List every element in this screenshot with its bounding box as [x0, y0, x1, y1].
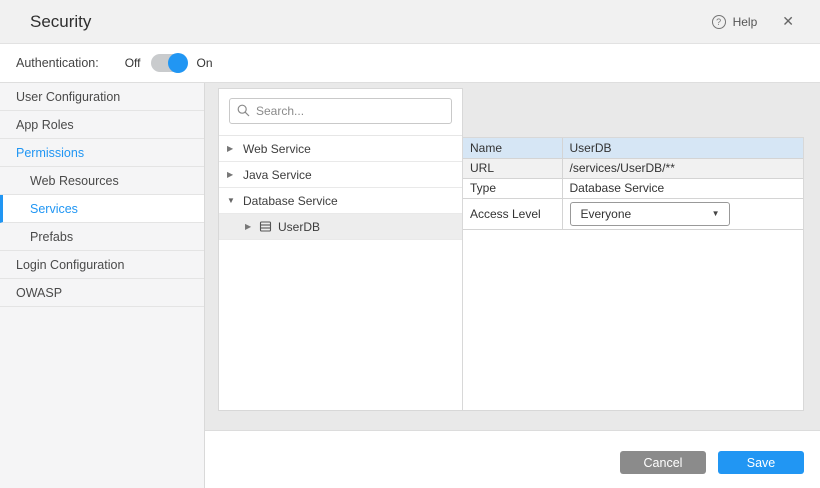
database-icon [259, 221, 272, 232]
sidebar: User Configuration App Roles Permissions… [0, 83, 205, 488]
chevron-down-icon[interactable]: ▼ [227, 196, 235, 205]
content-area: ▶ Web Service ▶ Java Service ▼ Database … [205, 83, 820, 430]
toggle-knob [167, 53, 188, 73]
table-row-type: Type Database Service [463, 177, 803, 199]
row-label: Name [463, 138, 563, 159]
chevron-right-icon[interactable]: ▶ [227, 144, 234, 153]
service-detail-table: Name UserDB URL /services/UserDB/** Type… [463, 138, 803, 230]
save-button[interactable]: Save [718, 451, 804, 474]
row-label: Type [463, 177, 563, 199]
tree-item-database-service[interactable]: ▼ Database Service [219, 188, 462, 214]
help-link[interactable]: Help [732, 14, 758, 29]
toggle-on-label: On [196, 56, 213, 70]
search-input[interactable] [229, 98, 452, 124]
dropdown-caret-icon: ▼ [711, 209, 720, 218]
row-label: URL [463, 157, 563, 179]
sidebar-item-app-roles[interactable]: App Roles [0, 111, 204, 139]
cancel-button[interactable]: Cancel [620, 451, 706, 474]
table-row-url: URL /services/UserDB/** [463, 157, 803, 179]
close-icon[interactable]: ✕ [782, 13, 794, 29]
authentication-toggle[interactable] [150, 53, 188, 73]
help-icon[interactable]: ? [711, 14, 726, 29]
page-title: Security [30, 11, 92, 31]
search-icon [237, 104, 250, 117]
service-detail-panel: Name UserDB URL /services/UserDB/** Type… [462, 137, 804, 411]
authentication-label: Authentication: [16, 56, 99, 70]
dialog-header: Security ? Help ✕ [0, 0, 820, 44]
sidebar-item-services[interactable]: Services [0, 195, 204, 223]
sidebar-item-prefabs[interactable]: Prefabs [0, 223, 204, 251]
footer: Cancel Save [205, 430, 820, 488]
row-value: /services/UserDB/** [561, 157, 803, 179]
sidebar-item-permissions[interactable]: Permissions [0, 139, 204, 167]
authentication-bar: Authentication: Off On [0, 44, 820, 83]
tree-item-userdb[interactable]: ▶ UserDB [219, 214, 462, 240]
chevron-right-icon[interactable]: ▶ [245, 222, 252, 231]
sidebar-item-user-configuration[interactable]: User Configuration [0, 83, 204, 111]
sidebar-item-login-configuration[interactable]: Login Configuration [0, 251, 204, 279]
tree-item-web-service[interactable]: ▶ Web Service [219, 136, 462, 162]
table-row-name: Name UserDB [463, 138, 803, 159]
row-value: Database Service [561, 177, 803, 199]
sidebar-item-web-resources[interactable]: Web Resources [0, 167, 204, 195]
chevron-right-icon[interactable]: ▶ [227, 170, 234, 179]
services-tree-panel: ▶ Web Service ▶ Java Service ▼ Database … [218, 88, 463, 411]
row-label: Access Level [463, 197, 563, 230]
access-level-select[interactable]: Everyone ▼ [569, 201, 730, 226]
tree-item-java-service[interactable]: ▶ Java Service [219, 162, 462, 188]
sidebar-item-owasp[interactable]: OWASP [0, 279, 204, 307]
services-tree: ▶ Web Service ▶ Java Service ▼ Database … [219, 135, 462, 240]
table-row-access-level: Access Level Everyone ▼ [463, 197, 803, 230]
row-value: UserDB [561, 138, 803, 159]
toggle-off-label: Off [124, 56, 141, 70]
